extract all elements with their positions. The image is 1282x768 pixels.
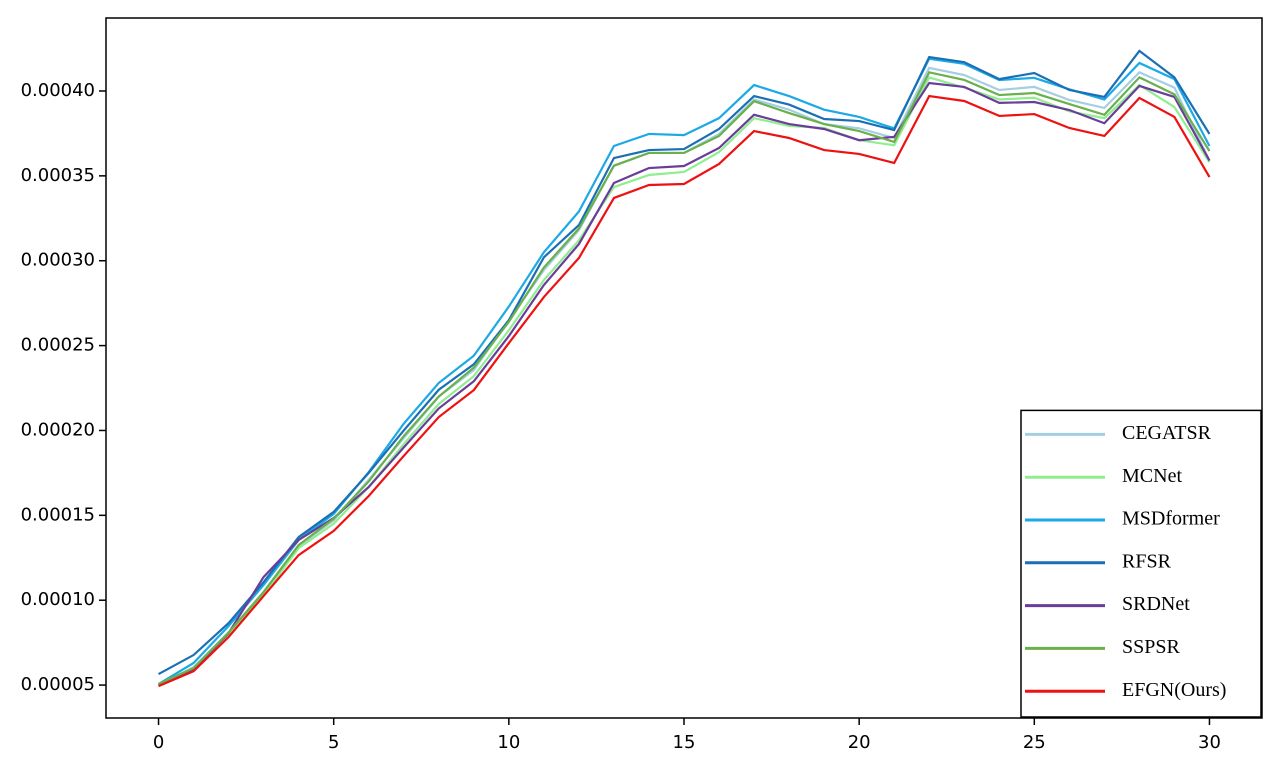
y-tick-label: 0.00005 <box>21 674 95 695</box>
x-tick-label: 20 <box>848 732 871 753</box>
x-tick-label: 30 <box>1198 732 1221 753</box>
x-tick-label: 0 <box>153 732 164 753</box>
x-tick-label: 5 <box>328 732 339 753</box>
legend-label: CEGATSR <box>1122 422 1212 444</box>
y-tick-label: 0.00020 <box>21 419 95 440</box>
legend-label: SSPSR <box>1122 636 1180 658</box>
legend-label: SRDNet <box>1122 593 1190 615</box>
series-line <box>158 71 1211 686</box>
x-tick-label: 25 <box>1023 732 1046 753</box>
series-line <box>158 94 1211 688</box>
x-tick-label: 15 <box>673 732 696 753</box>
legend-label: MCNet <box>1122 465 1182 487</box>
y-tick-label: 0.00035 <box>21 165 95 186</box>
y-tick-label: 0.00015 <box>21 504 95 525</box>
legend-label: RFSR <box>1122 550 1172 572</box>
legend-label: MSDformer <box>1122 508 1220 530</box>
y-tick-label: 0.00040 <box>21 80 95 101</box>
axes-frame <box>105 17 1263 719</box>
legend-label: EFGN(Ours) <box>1122 679 1226 701</box>
x-tick-label: 10 <box>497 732 520 753</box>
y-tick-label: 0.00025 <box>21 335 95 356</box>
y-tick-label: 0.00010 <box>21 589 95 610</box>
y-tick-label: 0.00030 <box>21 250 95 271</box>
series-line <box>157 57 1211 685</box>
series-line <box>158 49 1211 676</box>
series-line <box>158 76 1211 686</box>
